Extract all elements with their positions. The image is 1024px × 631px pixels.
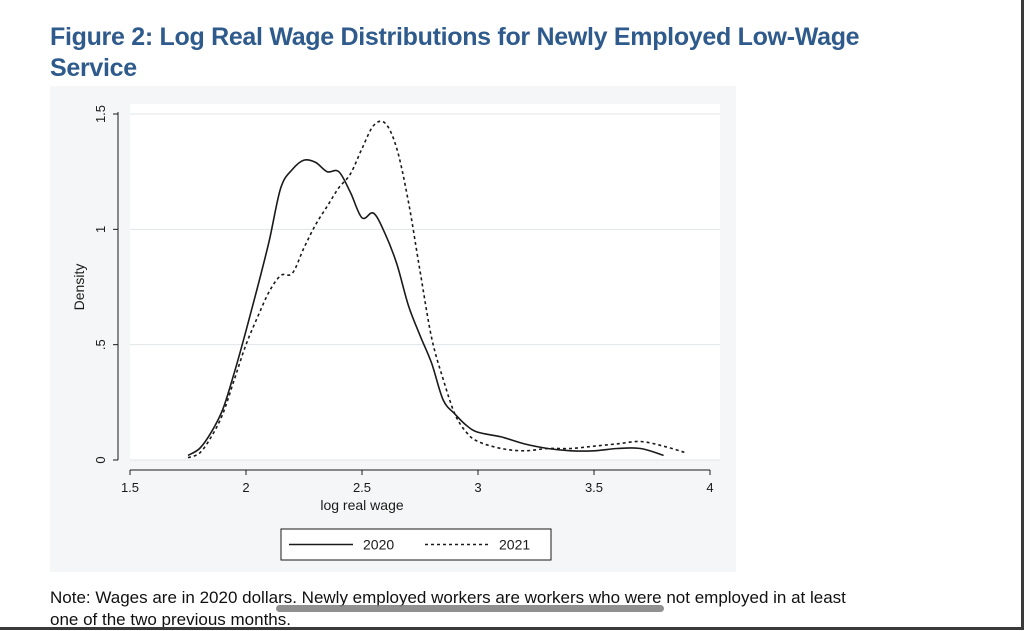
legend-label-2020: 2020 (363, 537, 394, 553)
right-divider (1021, 0, 1024, 630)
horizontal-scrollbar-thumb[interactable] (276, 605, 664, 612)
series-line-2021 (187, 120, 688, 459)
y-tick-label: 0 (93, 456, 108, 463)
x-tick-label: 2 (242, 480, 249, 495)
plot-area: 0 .5 1 1.5 1.5 2 2.5 3 3.5 4 log real wage Density 2… (50, 86, 736, 572)
x-tick-label: 4 (706, 480, 713, 495)
figure-title-line-1: Figure 2: Log Real Wage Distributions fo… (50, 23, 860, 82)
legend-label-2021: 2021 (499, 537, 530, 553)
y-tick-label: .5 (93, 339, 108, 350)
x-tick-label: 3 (474, 480, 481, 495)
x-tick-label: 1.5 (121, 480, 139, 495)
density-chart: 0 .5 1 1.5 1.5 2 2.5 3 3.5 4 log real wage Density 2… (71, 104, 720, 561)
plot-region (130, 104, 720, 460)
y-tick-label: 1 (93, 226, 108, 233)
y-tick-label: 1.5 (93, 105, 108, 123)
note-line-2: one of the two previous months. (50, 610, 291, 629)
x-tick-label: 3.5 (585, 480, 603, 495)
y-axis-label: Density (71, 264, 87, 311)
x-axis-label: log real wage (320, 497, 403, 513)
series-line-2020 (187, 158, 664, 457)
note-line-1: Note: Wages are in 2020 dollars. Newly e… (50, 588, 846, 607)
x-tick-label: 2.5 (353, 480, 371, 495)
bottom-divider (0, 627, 1024, 630)
figure-note: Note: Wages are in 2020 dollars. Newly e… (50, 587, 1010, 631)
